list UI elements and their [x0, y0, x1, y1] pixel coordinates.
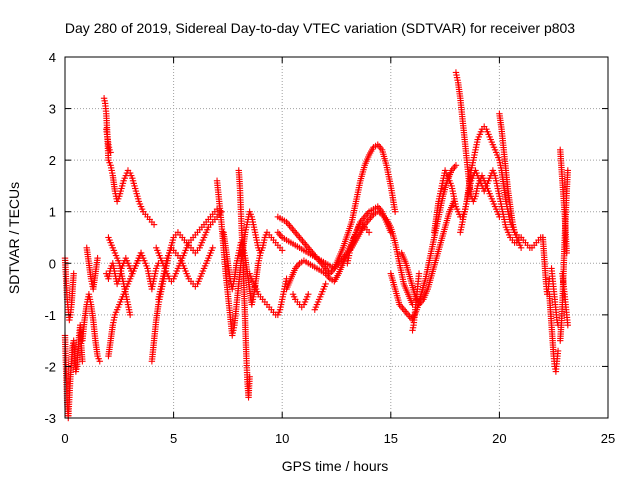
data-point	[79, 358, 86, 365]
data-point	[279, 247, 286, 254]
data-point	[415, 270, 423, 277]
x-axis-label: GPS time / hours	[282, 458, 389, 474]
data-point	[150, 221, 158, 228]
data-point	[257, 249, 264, 257]
y-tick-label: 4	[49, 50, 56, 65]
data-point	[96, 358, 103, 365]
data-point	[218, 208, 225, 215]
data-point	[246, 373, 253, 380]
data-point	[209, 244, 216, 252]
y-tick-label: 2	[49, 153, 56, 168]
data-point	[322, 280, 329, 288]
x-tick-label: 0	[61, 431, 68, 446]
data-point	[305, 291, 312, 298]
data-point	[517, 244, 525, 252]
data-point	[564, 167, 572, 174]
y-tick-label: 0	[49, 256, 56, 271]
data-point	[126, 311, 134, 319]
data-point	[391, 208, 399, 215]
data-point	[137, 249, 145, 257]
x-tick-label: 5	[170, 431, 177, 446]
y-axis-label: SDTVAR / TECUs	[6, 182, 22, 294]
chart-title: Day 280 of 2019, Sidereal Day-to-day VTE…	[65, 20, 575, 36]
data-point	[563, 249, 570, 257]
plot-frame	[64, 56, 609, 419]
data-point	[452, 162, 460, 169]
data-point	[365, 229, 373, 236]
axes: -3 -2 -1 0 1 2 3 4 0 5 10 15 20 25	[44, 50, 615, 446]
data-point	[94, 254, 101, 262]
data-point	[564, 321, 572, 329]
x-tick-label: 15	[384, 431, 398, 446]
x-tick-label: 25	[601, 431, 615, 446]
y-tick-label: 1	[49, 205, 56, 220]
y-tick-label: -2	[44, 359, 56, 374]
y-tick-label: 3	[49, 102, 56, 117]
x-tick-label: 20	[492, 431, 506, 446]
data-point	[70, 270, 77, 277]
data-point	[554, 347, 562, 355]
data-point	[107, 149, 114, 156]
grid	[65, 57, 608, 418]
y-tick-label: -1	[44, 308, 56, 323]
data-series-sdtvar	[61, 69, 572, 422]
x-tick-label: 10	[275, 431, 289, 446]
data-point	[387, 229, 394, 236]
y-tick-label: -3	[44, 411, 56, 426]
